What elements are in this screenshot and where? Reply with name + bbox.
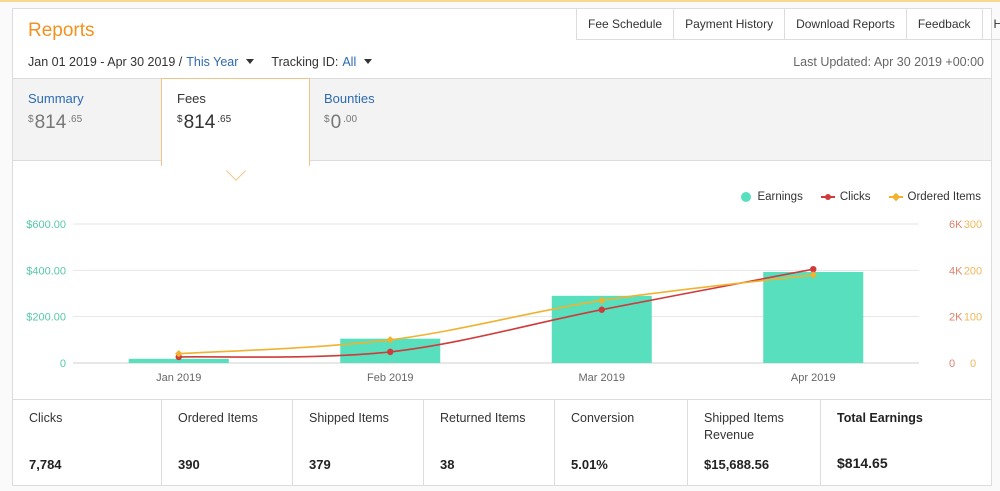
earnings-bar [128, 358, 229, 363]
stat-value: $814.65 [837, 455, 888, 471]
stat-value: 390 [178, 457, 200, 472]
earnings-chart: Earnings Clicks Ordered Items 0 0 0 $200.00… [13, 169, 991, 399]
clicks-series-line [178, 268, 814, 358]
clicks-axis-tick: 2K [949, 312, 963, 324]
tracking-id-label: Tracking ID: [271, 55, 339, 69]
stat-shipped-items: Shipped Items 379 [293, 400, 424, 486]
stat-clicks: Clicks 7,784 [13, 400, 162, 486]
download-reports-link[interactable]: Download Reports [785, 9, 907, 39]
legend-ordered-label: Ordered Items [907, 191, 982, 203]
legend-clicks[interactable]: Clicks [820, 191, 871, 203]
x-axis-tick: Feb 2019 [367, 372, 413, 384]
chart-plot: 0 0 0 $200.00 2K 100 $400.00 4K 200 $600.00 6K 300 J… [26, 219, 982, 384]
x-axis-tick: Mar 2019 [579, 372, 625, 384]
date-range: Jan 01 2019 - Apr 30 2019 / [28, 55, 183, 69]
amount-cents: .00 [343, 114, 358, 125]
legend-earnings[interactable]: Earnings [741, 191, 803, 203]
tab-bounties[interactable]: Bounties $ 0 .00 [324, 79, 464, 161]
stat-label: Shipped Items Revenue [704, 411, 784, 442]
tab-bounties-amount: $ 0 .00 [324, 112, 464, 134]
ordered-axis-tick: 100 [964, 312, 982, 324]
tab-summary-label: Summary [28, 91, 84, 106]
feedback-link[interactable]: Feedback [907, 9, 983, 39]
stat-label: Total Earnings [837, 411, 923, 425]
stat-label: Returned Items [440, 411, 526, 425]
ordered-axis-tick: 300 [964, 219, 982, 231]
page-title: Reports [28, 20, 95, 41]
stat-label: Shipped Items [309, 411, 389, 425]
tracking-caret-icon[interactable] [364, 59, 373, 64]
help-link[interactable]: Help [993, 17, 1000, 31]
reports-panel: Reports Fee Schedule Payment History Dow… [12, 8, 1000, 486]
currency-symbol: $ [28, 114, 34, 125]
tab-fees[interactable]: Fees $ 814 .65 [161, 78, 310, 166]
stat-total-earnings: Total Earnings $814.65 [821, 400, 991, 486]
clicks-point [810, 265, 817, 273]
stat-value: 5.01% [571, 457, 608, 472]
stat-value: 379 [309, 457, 331, 472]
stats-row: Clicks 7,784 Ordered Items 390 Shipped I… [13, 399, 991, 486]
currency-symbol: $ [324, 114, 330, 125]
stat-ordered-items: Ordered Items 390 [162, 400, 293, 486]
top-accent-line [0, 0, 1000, 2]
tab-summary[interactable]: Summary $ 814 .65 [28, 79, 168, 161]
stat-shipped-revenue: Shipped Items Revenue $15,688.56 [688, 400, 821, 486]
left-axis-tick: $200.00 [26, 312, 66, 324]
legend-clicks-label: Clicks [839, 191, 871, 203]
amount-cents: .65 [68, 114, 83, 125]
ordered-items-series-line [178, 274, 814, 355]
clicks-axis-tick: 0 [949, 358, 955, 370]
chart-legend: Earnings Clicks Ordered Items [723, 191, 981, 203]
tab-fees-label: Fees [177, 91, 206, 106]
amount-whole: 814 [183, 112, 216, 133]
ordered-axis-tick: 0 [970, 358, 976, 370]
ordered-items-swatch-icon [888, 192, 903, 202]
stat-value: 38 [440, 457, 455, 472]
period-dropdown[interactable]: This Year [186, 55, 239, 69]
amount-cents: .65 [217, 114, 232, 125]
tab-bounties-label: Bounties [324, 91, 375, 106]
amount-whole: 814 [34, 112, 67, 133]
fee-schedule-link[interactable]: Fee Schedule [577, 9, 675, 39]
legend-earnings-label: Earnings [757, 191, 803, 203]
amount-whole: 0 [330, 112, 342, 133]
stat-label: Conversion [571, 411, 635, 425]
tracking-id-dropdown[interactable]: All [342, 55, 357, 69]
stat-value: 7,784 [29, 457, 62, 472]
currency-symbol: $ [177, 114, 183, 125]
stat-conversion: Conversion 5.01% [555, 400, 688, 486]
legend-ordered-items[interactable]: Ordered Items [888, 191, 982, 203]
stat-label: Clicks [29, 411, 63, 425]
ordered-items-point [175, 350, 183, 358]
payment-history-link[interactable]: Payment History [674, 9, 786, 39]
clicks-point [387, 348, 394, 356]
clicks-swatch-icon [820, 193, 835, 201]
top-menu: Fee Schedule Payment History Download Re… [576, 9, 1000, 40]
earnings-swatch-icon [741, 192, 752, 202]
filter-bar: Jan 01 2019 - Apr 30 2019 / This Year Tr… [28, 55, 373, 69]
left-axis-tick: 0 [60, 358, 66, 370]
tab-fees-amount: $ 814 .65 [177, 112, 309, 134]
left-axis-tick: $600.00 [26, 219, 66, 231]
tab-summary-amount: $ 814 .65 [28, 112, 168, 134]
last-updated: Last Updated: Apr 30 2019 +00:00 [793, 55, 984, 69]
clicks-axis-tick: 6K [949, 219, 963, 231]
period-caret-icon[interactable] [246, 59, 255, 64]
x-axis-tick: Jan 2019 [156, 372, 201, 384]
stat-returned-items: Returned Items 38 [424, 400, 555, 486]
clicks-point [598, 306, 605, 313]
summary-tabs: Summary $ 814 .65 Fees $ 814 .65 Bountie… [13, 78, 991, 166]
x-axis-tick: Apr 2019 [791, 372, 836, 384]
left-axis-tick: $400.00 [26, 265, 66, 277]
earnings-bar [763, 271, 864, 363]
stat-label: Ordered Items [178, 411, 258, 425]
ordered-axis-tick: 200 [964, 265, 982, 277]
stat-value: $15,688.56 [704, 457, 770, 472]
clicks-axis-tick: 4K [949, 265, 963, 277]
